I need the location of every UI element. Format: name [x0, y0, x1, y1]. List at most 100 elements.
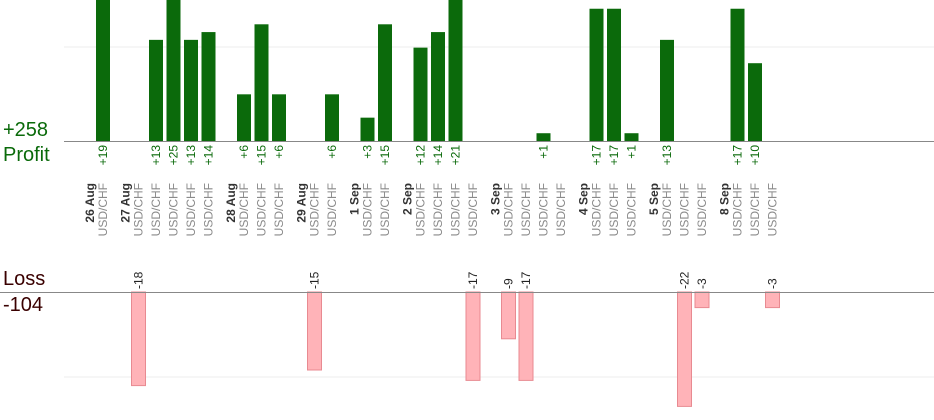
loss-bar: [694, 291, 710, 309]
loss-value-label: -3: [695, 278, 709, 289]
loss-value-label: -3: [766, 278, 780, 289]
profit-value-label: +17: [607, 145, 621, 166]
pair-label: USD/CHF: [308, 183, 322, 236]
pair-label: USD/CHF: [361, 183, 375, 236]
pair-label: USD/CHF: [678, 183, 692, 236]
pair-label: USD/CHF: [149, 183, 163, 236]
loss-bar: [501, 291, 516, 340]
pair-label: USD/CHF: [554, 183, 568, 236]
pair-label: USD/CHF: [255, 183, 269, 236]
profit-bar: [96, 0, 110, 142]
loss-bar: [765, 291, 780, 309]
loss-bar: [465, 291, 481, 381]
pair-label: USD/CHF: [731, 183, 745, 236]
profit-bar: [748, 63, 762, 142]
profit-total: +258: [3, 119, 49, 141]
profit-value-label: +15: [255, 145, 269, 166]
pair-label: USD/CHF: [272, 183, 286, 236]
profit-bar: [607, 8, 621, 141]
pair-label: USD/CHF: [502, 183, 516, 236]
profit-value-label: +6: [325, 145, 339, 159]
profit-value-label: +13: [660, 145, 674, 166]
loss-bar: [131, 291, 146, 387]
profit-value-label: +6: [237, 145, 251, 159]
profit-bar: [237, 94, 251, 141]
profit-bar: [448, 0, 463, 142]
profit-bar: [589, 8, 604, 141]
profit-bar: [431, 32, 445, 141]
baselines: [0, 141, 934, 293]
pair-label: USD/CHF: [748, 183, 762, 236]
profit-bar: [624, 133, 639, 141]
pair-label: USD/CHF: [466, 183, 480, 236]
pair-label: USD/CHF: [625, 183, 639, 236]
loss-value-label: -17: [519, 271, 533, 289]
loss-value-labels: -18 -15 -17 -9 -17 -22 -3 -3: [132, 271, 780, 289]
profit-value-label: +17: [731, 145, 745, 166]
pair-label: USD/CHF: [695, 183, 709, 236]
profit-bar: [360, 117, 375, 141]
pair-label: USD/CHF: [132, 183, 146, 236]
loss-value-label: -17: [466, 271, 480, 289]
profit-bar: [149, 39, 163, 141]
date-label: 5 Sep: [647, 183, 661, 215]
loss-total: -104: [3, 294, 44, 316]
profit-bars: [96, 0, 762, 142]
pair-label: USD/CHF: [237, 183, 251, 236]
date-label: 29 Aug: [295, 183, 309, 223]
profit-value-label: +13: [184, 145, 198, 166]
pair-label: USD/CHF: [431, 183, 445, 236]
profit-value-label: +10: [748, 145, 762, 166]
profit-value-label: +13: [149, 145, 163, 166]
pair-label: USD/CHF: [414, 183, 428, 236]
pair-label: USD/CHF: [660, 183, 674, 236]
pair-label: USD/CHF: [202, 183, 216, 236]
date-label: 27 Aug: [119, 183, 133, 223]
profit-value-label: +1: [625, 145, 639, 159]
profit-value-label: +3: [361, 145, 375, 159]
loss-value-label: -15: [308, 271, 322, 289]
loss-bar: [307, 291, 322, 371]
profit-value-label: +25: [167, 145, 181, 166]
profit-value-label: +15: [378, 145, 392, 166]
pair-label: USD/CHF: [378, 183, 392, 236]
date-label: 2 Sep: [401, 183, 415, 215]
date-label: 28 Aug: [224, 183, 238, 223]
profit-value-label: +14: [202, 145, 216, 166]
profit-value-label: +19: [96, 145, 110, 166]
profit-bar: [201, 32, 216, 141]
pair-label: USD/CHF: [590, 183, 604, 236]
profit-value-label: +12: [414, 145, 428, 166]
profit-bar: [660, 39, 674, 141]
profit-bar: [536, 133, 551, 141]
date-label: 26 Aug: [83, 183, 97, 223]
pair-label: USD/CHF: [449, 183, 463, 236]
pair-label: USD/CHF: [766, 183, 780, 236]
date-label: 4 Sep: [577, 183, 591, 215]
date-label: 8 Sep: [718, 183, 732, 215]
profit-bar: [166, 0, 181, 141]
profit-value-label: +6: [272, 145, 286, 159]
loss-value-label: -18: [132, 271, 146, 289]
profit-value-labels: +19 +13 +25 +13 +14 +6 +15 +6 +6 +3 +15 +12 +14 +21 +1…: [96, 145, 762, 166]
pair-label: USD/CHF: [519, 183, 533, 236]
profit-bar: [184, 39, 198, 141]
pair-label: USD/CHF: [537, 183, 551, 236]
loss-bar: [677, 291, 692, 407]
profit-bar: [378, 24, 392, 141]
pair-label: USD/CHF: [167, 183, 181, 236]
profit-bar: [730, 8, 745, 141]
profit-bar: [254, 24, 269, 141]
pair-label: USD/CHF: [96, 183, 110, 236]
profit-bar: [413, 47, 428, 141]
loss-bar: [518, 291, 534, 381]
profit-value-label: +21: [449, 145, 463, 166]
loss-bars: [131, 291, 780, 407]
profit-value-label: +1: [537, 145, 551, 159]
pair-label: USD/CHF: [607, 183, 621, 236]
profit-value-label: +17: [590, 145, 604, 166]
profit-label: Profit: [3, 144, 50, 166]
profit-bar: [325, 94, 339, 141]
